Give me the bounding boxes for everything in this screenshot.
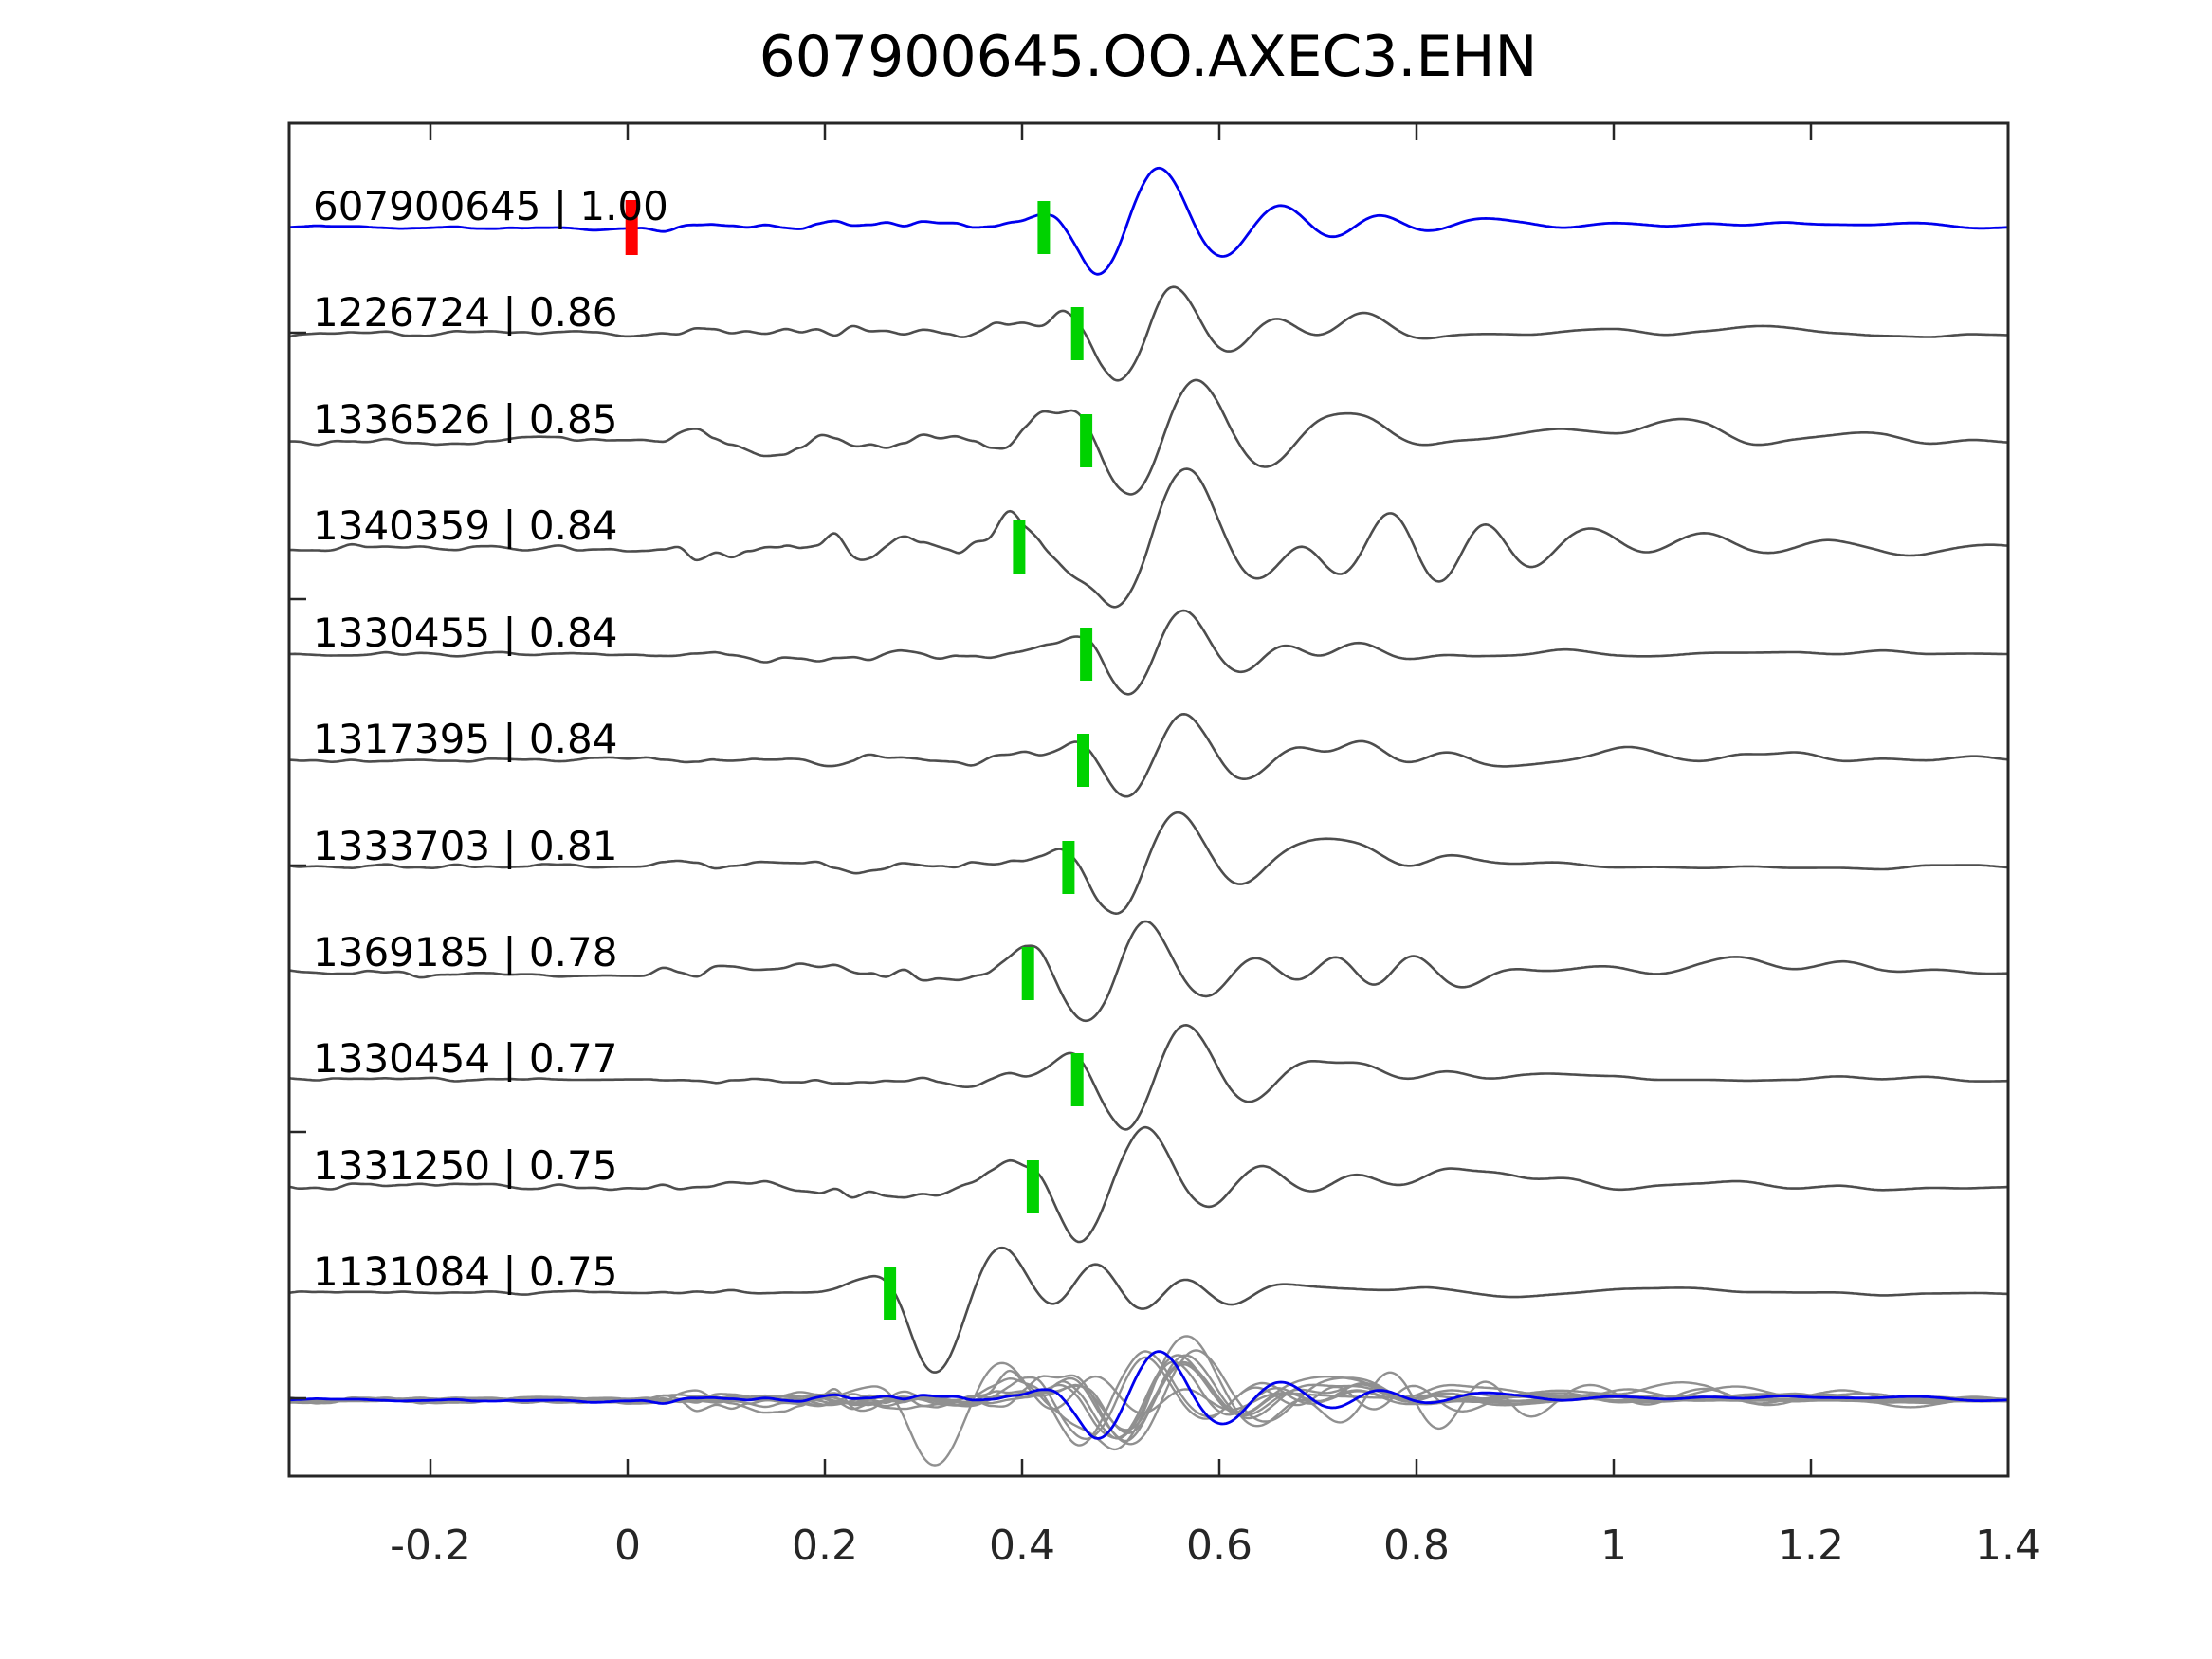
trace-label: 607900645 | 1.00 [313,183,668,229]
x-tick-label: 1.2 [1778,1522,1844,1570]
pick-marker [884,1267,897,1320]
trace-label: 1330455 | 0.84 [313,610,617,656]
trace-label: 1336526 | 0.85 [313,396,617,443]
x-tick-label: 0.6 [1186,1522,1252,1570]
trace-labels-group: 607900645 | 1.00 1226724 | 0.86 1336526 | … [313,183,668,1295]
overlay-template-line [287,1350,2009,1440]
x-tick-label: 0.2 [792,1522,858,1570]
trace-line [287,467,2009,609]
pick-marker [1021,947,1034,1000]
trace-label: 1340359 | 0.84 [313,502,617,549]
pick-marker [1080,628,1093,681]
pick-marker [1013,520,1026,574]
x-tick-label: 0 [614,1522,641,1570]
pick-marker [1080,414,1093,467]
pick-marker [1070,1053,1084,1106]
trace-line [287,811,2009,916]
trace-label: 1330454 | 0.77 [313,1035,617,1082]
trace-label: 1369185 | 0.78 [313,929,617,975]
pick-marker [1077,734,1089,787]
template-trace-line [287,166,2009,276]
overlay-traces-group [287,1335,2009,1467]
pick-marker [1037,201,1051,254]
x-tick-label: 0.4 [989,1522,1055,1570]
pick-marker [1062,841,1075,894]
trace-lines-group [287,166,2009,1374]
x-tick-label: -0.2 [390,1522,471,1570]
trace-line [287,1246,2009,1374]
trace-label: 1226724 | 0.86 [313,289,617,336]
x-tick-label: 1 [1600,1522,1627,1570]
plot-title: 607900645.OO.AXEC3.EHN [759,24,1538,90]
trace-line [287,712,2009,798]
trace-line [287,285,2009,382]
pick-marker [1070,307,1084,360]
trace-line [287,920,2009,1023]
trace-label: 1317395 | 0.84 [313,716,617,762]
trace-line [287,378,2009,496]
x-tick-label: 1.4 [1975,1522,2041,1570]
plot-box [287,121,2010,1478]
trace-label: 1331250 | 0.75 [313,1142,617,1189]
pick-markers-group [625,200,1093,1320]
trace-label: 1131084 | 0.75 [313,1249,617,1295]
trace-line [287,609,2009,696]
template-time-marker [625,200,638,255]
trace-label: 1333703 | 0.81 [313,823,617,869]
pick-marker [1026,1160,1039,1213]
x-tick-label: 0.8 [1383,1522,1450,1570]
trace-line [287,1125,2009,1244]
axes-group: -0.2 0 0.2 0.4 0.6 0.8 1 1.2 1.4 [287,121,2041,1570]
trace-line [287,1024,2009,1131]
